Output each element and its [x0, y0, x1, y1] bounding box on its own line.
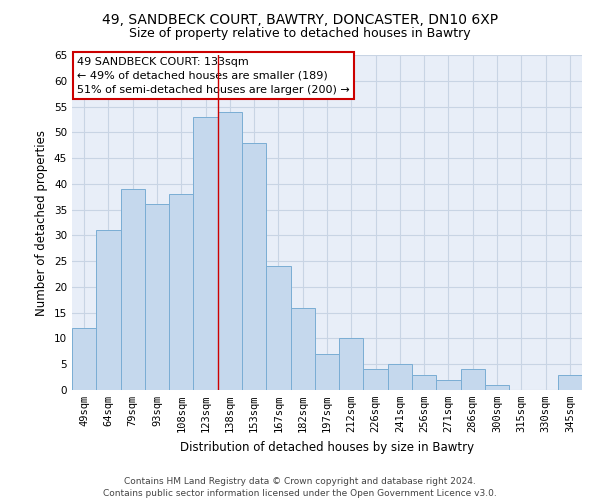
- Text: 49, SANDBECK COURT, BAWTRY, DONCASTER, DN10 6XP: 49, SANDBECK COURT, BAWTRY, DONCASTER, D…: [102, 12, 498, 26]
- Bar: [315, 354, 339, 390]
- Bar: [72, 328, 96, 390]
- Bar: [412, 374, 436, 390]
- Bar: [436, 380, 461, 390]
- Bar: [169, 194, 193, 390]
- Bar: [364, 370, 388, 390]
- Bar: [290, 308, 315, 390]
- Bar: [145, 204, 169, 390]
- Bar: [242, 142, 266, 390]
- Bar: [388, 364, 412, 390]
- Bar: [266, 266, 290, 390]
- Bar: [461, 370, 485, 390]
- Bar: [218, 112, 242, 390]
- Bar: [485, 385, 509, 390]
- Text: 49 SANDBECK COURT: 133sqm
← 49% of detached houses are smaller (189)
51% of semi: 49 SANDBECK COURT: 133sqm ← 49% of detac…: [77, 56, 350, 94]
- Bar: [193, 117, 218, 390]
- Bar: [339, 338, 364, 390]
- X-axis label: Distribution of detached houses by size in Bawtry: Distribution of detached houses by size …: [180, 440, 474, 454]
- Bar: [558, 374, 582, 390]
- Bar: [96, 230, 121, 390]
- Bar: [121, 189, 145, 390]
- Y-axis label: Number of detached properties: Number of detached properties: [35, 130, 49, 316]
- Text: Contains HM Land Registry data © Crown copyright and database right 2024.
Contai: Contains HM Land Registry data © Crown c…: [103, 476, 497, 498]
- Text: Size of property relative to detached houses in Bawtry: Size of property relative to detached ho…: [129, 28, 471, 40]
